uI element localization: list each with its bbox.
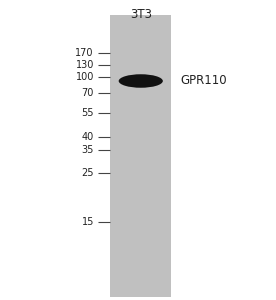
Text: 25: 25 (81, 167, 94, 178)
Ellipse shape (119, 74, 163, 88)
Text: 100: 100 (75, 71, 94, 82)
Text: 15: 15 (81, 217, 94, 227)
Text: 55: 55 (81, 107, 94, 118)
Bar (110, 15, 171, 297)
Text: 70: 70 (81, 88, 94, 98)
Text: 40: 40 (82, 131, 94, 142)
Text: GPR110: GPR110 (181, 74, 227, 88)
Text: 130: 130 (75, 59, 94, 70)
Text: 170: 170 (75, 47, 94, 58)
Text: 3T3: 3T3 (130, 8, 152, 20)
Text: 35: 35 (81, 145, 94, 155)
